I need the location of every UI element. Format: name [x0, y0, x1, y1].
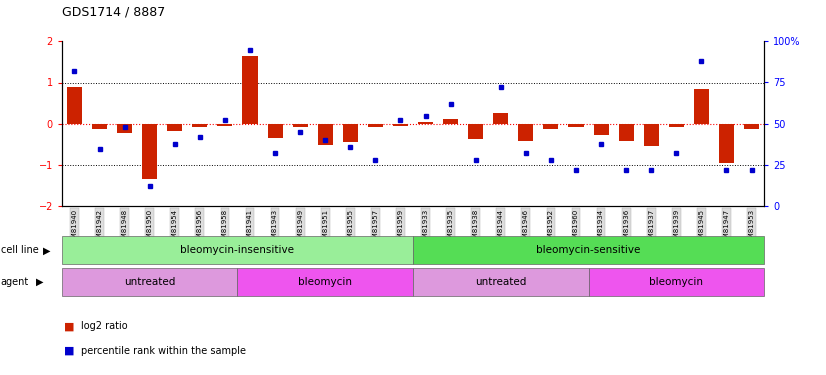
- Bar: [413, 236, 764, 264]
- Bar: [719, 124, 734, 163]
- Text: bleomycin-insensitive: bleomycin-insensitive: [180, 245, 295, 255]
- Bar: [744, 124, 759, 129]
- Bar: [292, 124, 307, 127]
- Bar: [117, 124, 132, 133]
- Bar: [588, 268, 764, 296]
- Text: agent: agent: [1, 277, 29, 287]
- Bar: [568, 124, 583, 127]
- Text: ■: ■: [64, 346, 75, 355]
- Bar: [92, 124, 107, 129]
- Bar: [643, 124, 659, 147]
- Bar: [192, 124, 207, 127]
- Bar: [167, 124, 183, 131]
- Bar: [217, 124, 232, 126]
- Text: bleomycin-sensitive: bleomycin-sensitive: [536, 245, 641, 255]
- Text: bleomycin: bleomycin: [649, 277, 703, 287]
- Bar: [238, 268, 413, 296]
- Bar: [318, 124, 333, 145]
- Text: GDS1714 / 8887: GDS1714 / 8887: [62, 6, 165, 19]
- Bar: [443, 119, 458, 124]
- Bar: [544, 124, 558, 129]
- Bar: [268, 124, 282, 138]
- Bar: [694, 89, 709, 124]
- Text: bleomycin: bleomycin: [298, 277, 352, 287]
- Bar: [468, 124, 483, 140]
- Text: log2 ratio: log2 ratio: [81, 321, 127, 331]
- Text: cell line: cell line: [1, 245, 39, 255]
- Bar: [393, 124, 408, 126]
- Bar: [669, 124, 684, 127]
- Bar: [62, 268, 238, 296]
- Bar: [62, 236, 413, 264]
- Text: ▶: ▶: [36, 277, 44, 287]
- Text: percentile rank within the sample: percentile rank within the sample: [81, 346, 246, 355]
- Text: ■: ■: [64, 321, 75, 331]
- Bar: [142, 124, 157, 180]
- Text: ▶: ▶: [43, 245, 50, 255]
- Bar: [243, 56, 258, 124]
- Bar: [413, 268, 588, 296]
- Text: untreated: untreated: [475, 277, 526, 287]
- Bar: [418, 122, 433, 124]
- Bar: [619, 124, 634, 141]
- Bar: [343, 124, 358, 142]
- Bar: [67, 87, 82, 124]
- Text: untreated: untreated: [124, 277, 175, 287]
- Bar: [519, 124, 534, 141]
- Bar: [594, 124, 609, 135]
- Bar: [493, 113, 508, 124]
- Bar: [368, 124, 383, 127]
